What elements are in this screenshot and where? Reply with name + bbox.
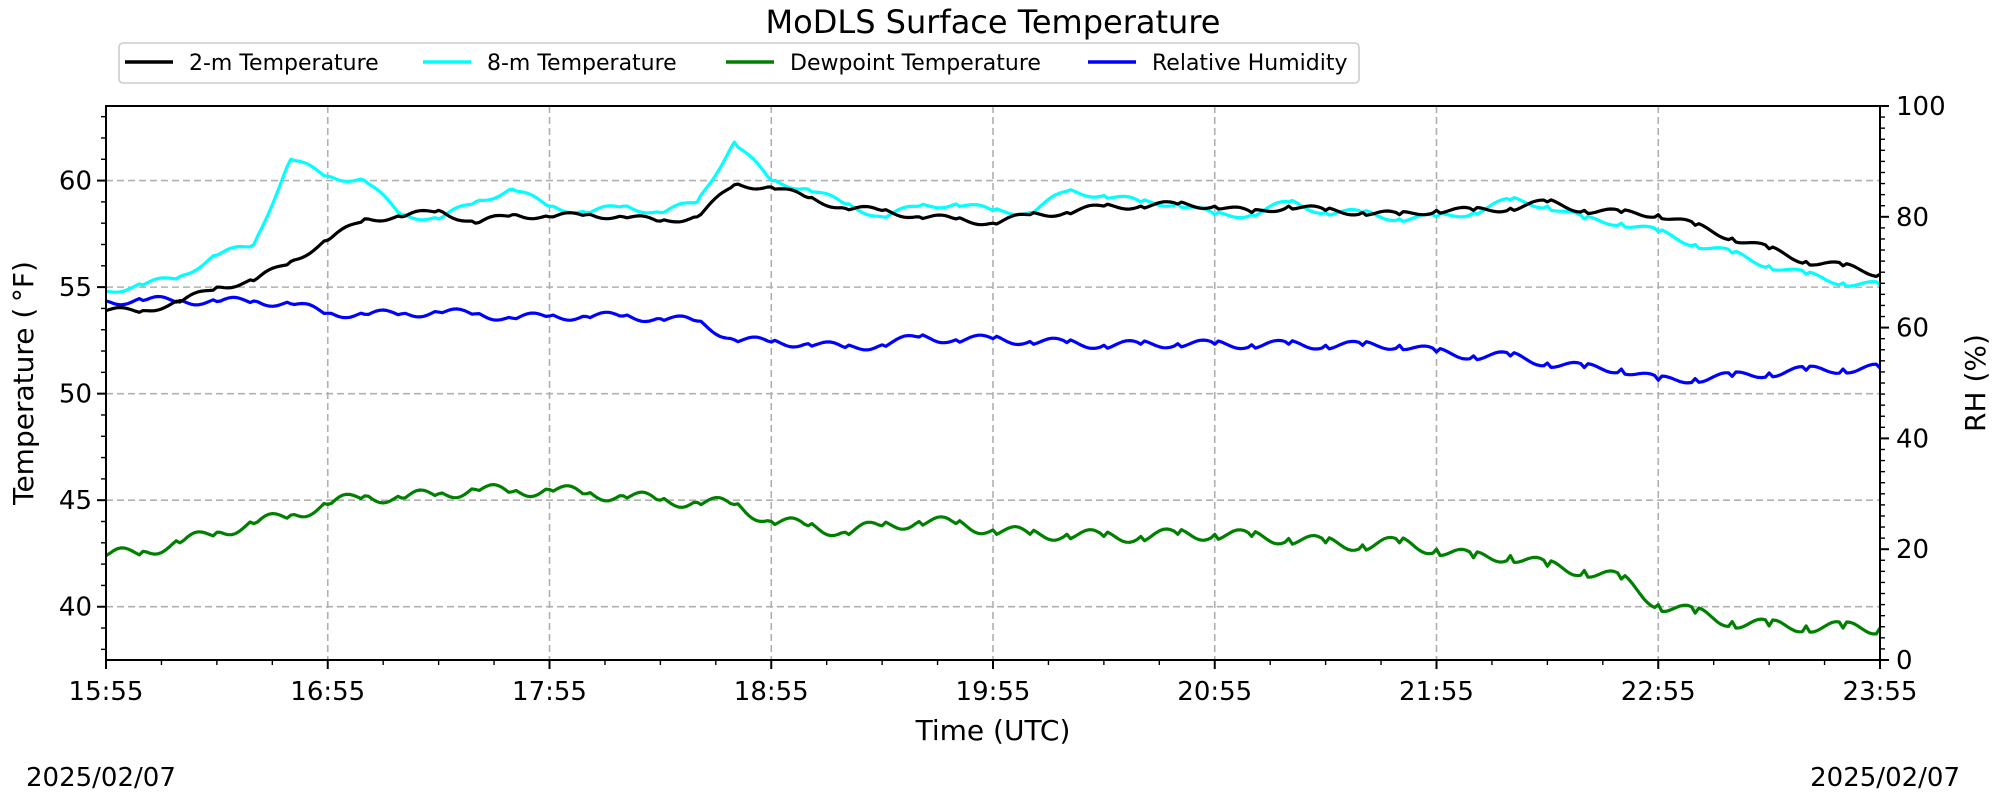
series-line-3 [105,294,1882,385]
chart-title: MoDLS Surface Temperature [766,3,1221,41]
x-tick-label: 20:55 [1177,677,1252,707]
y2-tick-label: 40 [1896,424,1929,454]
x-tick-label: 22:55 [1621,677,1696,707]
series-line-2 [105,483,1882,636]
series-layer [105,140,1882,636]
x-tick-label: 18:55 [734,677,809,707]
y-tick-label: 45 [59,486,92,516]
legend-entry: Relative Humidity [1152,51,1347,76]
legend-entry: 2-m Temperature [189,51,379,76]
y2-tick-label: 0 [1896,646,1913,676]
x-tick-label: 15:55 [69,677,144,707]
y-tick-label: 60 [59,167,92,197]
end-date-label: 2025/02/07 [1810,763,1960,793]
x-tick-label: 17:55 [512,677,587,707]
legend-entry: 8-m Temperature [487,51,677,76]
grid-lines [106,106,1880,660]
x-axis: 15:55 16:55 17:55 18:55 19:55 20:55 21:55 22:55… [69,660,1918,707]
series-line-1 [105,140,1882,294]
y-axis-label: Temperature ( °F) [7,261,40,506]
x-tick-label: 23:55 [1843,677,1918,707]
legend: 2-m Temperature 8-m Temperature Dewpoint T… [118,42,1360,84]
y2-tick-label: 100 [1896,92,1946,122]
x-tick-label: 21:55 [1399,677,1474,707]
y2-tick-label: 80 [1896,203,1929,233]
series-line-0 [105,182,1881,314]
y-tick-label: 50 [59,380,92,410]
y2-axis-label: RH (%) [1959,334,1992,432]
x-axis-label: Time (UTC) [915,714,1071,747]
start-date-label: 2025/02/07 [26,763,176,793]
y-axis-right: 0 20 40 60 80 100 [1880,92,1946,676]
y-axis-left: 40 45 50 55 60 [59,115,106,651]
y-tick-label: 55 [59,273,92,303]
y2-tick-label: 60 [1896,314,1929,344]
x-tick-label: 19:55 [956,677,1031,707]
y2-tick-label: 20 [1896,535,1929,565]
legend-entry: Dewpoint Temperature [790,51,1041,76]
y-tick-label: 40 [59,593,92,623]
x-tick-label: 16:55 [290,677,365,707]
